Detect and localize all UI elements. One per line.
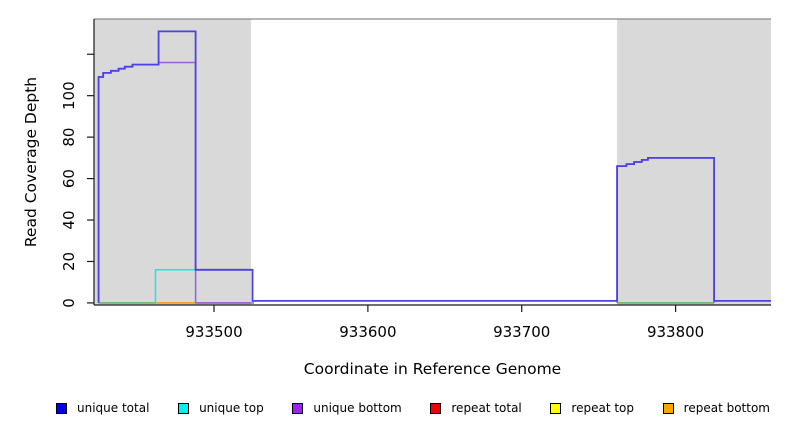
legend-item-unique-total: unique total [56, 401, 149, 415]
legend-item-repeat-top: repeat top [550, 401, 634, 415]
y-tick-label: 40 [60, 210, 78, 229]
y-tick-label: 100 [60, 81, 78, 110]
legend-item-unique-bottom: unique bottom [292, 401, 402, 415]
legend-swatch-unique-total [56, 402, 67, 414]
legend-swatch-unique-bottom [292, 402, 304, 414]
legend-label-unique-top: unique top [199, 401, 264, 415]
y-axis-title: Read Coverage Depth [22, 76, 40, 248]
legend-label-unique-total: unique total [77, 401, 150, 415]
shaded-region [94, 19, 251, 305]
x-axis-title: Coordinate in Reference Genome [303, 360, 562, 378]
legend-label-unique-bottom: unique bottom [313, 401, 402, 415]
x-tick-label: 933800 [647, 323, 704, 341]
legend-label-repeat-total: repeat total [451, 401, 522, 415]
x-tick-label: 933500 [185, 323, 242, 341]
legend-swatch-repeat-top [550, 402, 562, 414]
legend-label-repeat-top: repeat top [571, 401, 635, 415]
y-tick-label: 0 [60, 298, 78, 308]
legend-item-unique-top: unique top [178, 401, 264, 415]
legend-item-repeat-total: repeat total [430, 401, 522, 415]
legend-swatch-unique-top [178, 402, 190, 414]
x-tick-label: 933700 [493, 323, 550, 341]
legend-swatch-repeat-bottom [662, 402, 674, 414]
x-tick-label: 933600 [339, 323, 396, 341]
y-tick-label: 80 [60, 128, 78, 147]
series-unique-total [97, 30, 771, 303]
legend-label-repeat-bottom: repeat bottom [683, 401, 770, 415]
legend: unique total unique top unique bottom repea… [56, 397, 770, 419]
y-tick-label: 60 [60, 169, 78, 188]
legend-swatch-repeat-total [430, 402, 442, 414]
shaded-region [617, 19, 771, 305]
y-tick-label: 20 [60, 252, 78, 271]
legend-item-repeat-bottom: repeat bottom [662, 401, 770, 415]
